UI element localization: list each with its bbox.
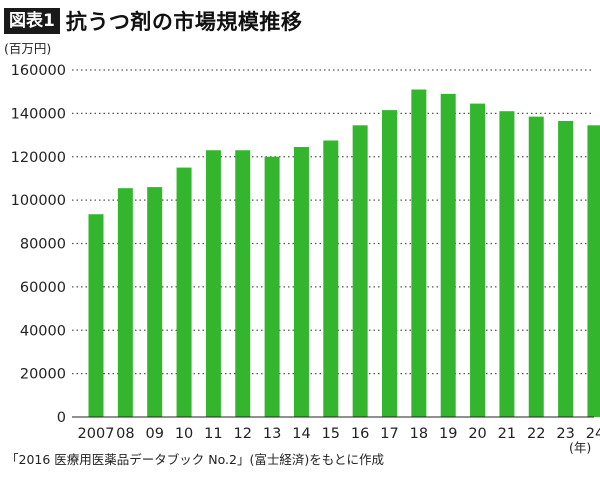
x-tick-label: 23: [556, 426, 574, 442]
x-tick-label: 22: [527, 426, 545, 442]
bar-11: [205, 150, 221, 417]
bar-09: [147, 187, 163, 417]
bar-17: [382, 110, 397, 417]
y-tick-label: 160000: [11, 63, 66, 79]
x-tick-label: 19: [439, 426, 457, 442]
x-tick-label: 17: [380, 426, 398, 442]
bar-24: [587, 125, 600, 417]
x-tick-label: 18: [410, 426, 428, 442]
x-tick-label: 20: [468, 426, 486, 442]
x-tick-label: 09: [145, 426, 163, 442]
bar-08: [117, 188, 133, 417]
x-tick-label: 14: [292, 426, 310, 442]
y-tick-label: 80000: [20, 237, 66, 253]
bar-19: [440, 93, 456, 417]
x-tick-labels: 2007 08 09 10 11 12 13 14 15 16 17 18 19 20 21 22 23 24: [78, 426, 600, 442]
bar-23: [558, 120, 574, 417]
bar-14: [293, 146, 309, 417]
y-tick-label: 40000: [20, 323, 66, 339]
x-tick-label: 13: [263, 426, 281, 442]
x-tick-label: 24: [586, 426, 600, 442]
bar-13: [264, 156, 280, 417]
y-tick-label: 20000: [20, 367, 66, 383]
y-tick-label: 0: [57, 410, 66, 426]
chart-title: 抗うつ剤の市場規模推移: [65, 10, 303, 34]
x-tick-label: 21: [498, 426, 516, 442]
y-tick-labels: 0 20000 40000 60000 80000 100000 120000 140000 1…: [11, 63, 66, 426]
bar-2007: [88, 214, 104, 417]
bar-15: [323, 140, 339, 417]
x-tick-label: 15: [322, 426, 340, 442]
bar-20: [470, 103, 486, 417]
bars: [88, 89, 600, 418]
bar-12: [235, 150, 251, 417]
bar-16: [352, 125, 368, 417]
source-note: 「2016 医療用医薬品データブック No.2」(富士経済)をもとに作成: [6, 452, 384, 467]
bar-10: [176, 167, 192, 417]
x-tick-label: 16: [351, 426, 369, 442]
bar-21: [499, 111, 515, 418]
x-tick-label: 2007: [78, 426, 115, 442]
bar-18: [411, 89, 427, 418]
x-tick-label: 08: [116, 426, 134, 442]
bar-22: [528, 116, 544, 418]
x-tick-label: 12: [234, 426, 252, 442]
x-axis-unit-label: (年): [569, 440, 591, 455]
y-tick-label: 140000: [11, 106, 66, 122]
y-tick-label: 60000: [20, 280, 66, 296]
chart-header: 図表1 抗うつ剤の市場規模推移: [4, 6, 302, 36]
y-tick-label: 120000: [11, 150, 66, 166]
y-tick-label: 100000: [11, 193, 66, 209]
x-tick-label: 11: [204, 426, 222, 442]
y-axis-unit-label: (百万円): [4, 41, 51, 56]
x-tick-label: 10: [175, 426, 193, 442]
figure-badge: 図表1: [4, 8, 60, 34]
